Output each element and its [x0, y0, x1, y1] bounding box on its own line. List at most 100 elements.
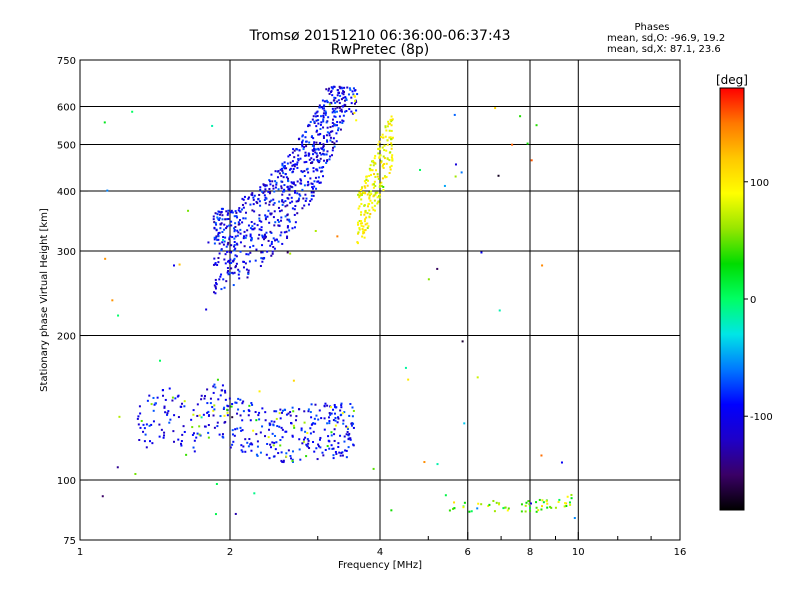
data-point	[366, 184, 369, 187]
data-point	[542, 501, 545, 504]
data-point	[357, 231, 360, 234]
data-point	[347, 433, 350, 436]
data-point	[168, 387, 171, 390]
data-point	[198, 414, 201, 417]
data-point	[293, 426, 296, 429]
data-point	[267, 436, 270, 439]
data-point	[265, 235, 268, 238]
data-point	[294, 163, 297, 166]
data-point	[295, 415, 298, 418]
data-point	[326, 139, 329, 142]
data-point	[365, 175, 368, 178]
data-point	[298, 197, 301, 200]
data-point	[303, 421, 306, 424]
data-point	[419, 168, 422, 171]
data-point	[541, 499, 544, 502]
data-point	[273, 247, 276, 250]
data-point	[292, 410, 295, 413]
data-point	[273, 441, 276, 444]
data-point	[342, 93, 345, 96]
data-point	[293, 165, 296, 168]
data-point	[377, 147, 380, 150]
data-point	[259, 431, 262, 434]
data-point	[383, 149, 386, 152]
data-point	[239, 228, 242, 231]
data-point	[195, 436, 198, 439]
data-point	[217, 398, 220, 401]
data-point	[342, 422, 345, 425]
data-point	[355, 101, 358, 104]
data-point	[321, 166, 324, 169]
data-point	[258, 217, 261, 220]
data-point	[168, 421, 171, 424]
data-point	[315, 148, 318, 151]
data-point	[261, 407, 264, 410]
data-point	[299, 458, 302, 461]
data-point	[234, 428, 237, 431]
data-point	[162, 436, 165, 439]
data-point	[244, 202, 247, 205]
data-point	[217, 235, 220, 238]
data-point	[287, 197, 290, 200]
data-point	[328, 132, 331, 135]
data-point	[223, 286, 226, 289]
data-point	[301, 143, 304, 146]
data-point	[326, 150, 329, 153]
data-point	[315, 111, 318, 114]
data-point	[374, 185, 377, 188]
data-point	[233, 237, 236, 240]
data-point	[282, 201, 285, 204]
data-point	[530, 159, 533, 162]
data-point	[288, 154, 291, 157]
data-point	[248, 438, 251, 441]
data-point	[381, 146, 384, 149]
data-point	[177, 416, 180, 419]
data-point	[289, 411, 292, 414]
data-point	[363, 229, 366, 232]
data-point	[350, 110, 353, 113]
data-point	[535, 510, 538, 513]
data-point	[564, 502, 567, 505]
data-point	[231, 416, 234, 419]
data-point	[357, 223, 360, 226]
data-point	[537, 509, 540, 512]
data-point	[362, 232, 365, 235]
data-point	[297, 199, 300, 202]
data-point	[340, 404, 343, 407]
data-point	[280, 411, 283, 414]
data-point	[389, 151, 392, 154]
data-point	[364, 229, 367, 232]
data-point	[264, 184, 267, 187]
data-point	[243, 260, 246, 263]
data-point	[324, 113, 327, 116]
data-point	[359, 189, 362, 192]
data-point	[231, 429, 234, 432]
data-point	[207, 241, 210, 244]
data-point	[315, 187, 318, 190]
data-point	[280, 451, 283, 454]
data-point	[327, 416, 330, 419]
data-point	[286, 235, 289, 238]
data-point	[282, 166, 285, 169]
data-point	[287, 188, 290, 191]
data-point	[368, 196, 371, 199]
y-tick-label: 75	[63, 536, 76, 547]
data-point	[343, 411, 346, 414]
data-point	[252, 196, 255, 199]
data-point	[372, 160, 375, 163]
data-point	[242, 217, 245, 220]
data-point	[295, 200, 298, 203]
data-point	[368, 197, 371, 200]
data-point	[321, 99, 324, 102]
phase-stats-x: mean, sd,X: 87.1, 23.6	[607, 44, 721, 55]
data-point	[297, 408, 300, 411]
data-point	[134, 472, 137, 475]
data-point	[224, 236, 227, 239]
data-point	[573, 517, 576, 520]
data-point	[336, 94, 339, 97]
data-point	[264, 214, 267, 217]
data-point	[152, 409, 155, 412]
data-point	[219, 227, 222, 230]
data-point	[452, 507, 455, 510]
data-point	[266, 442, 269, 445]
